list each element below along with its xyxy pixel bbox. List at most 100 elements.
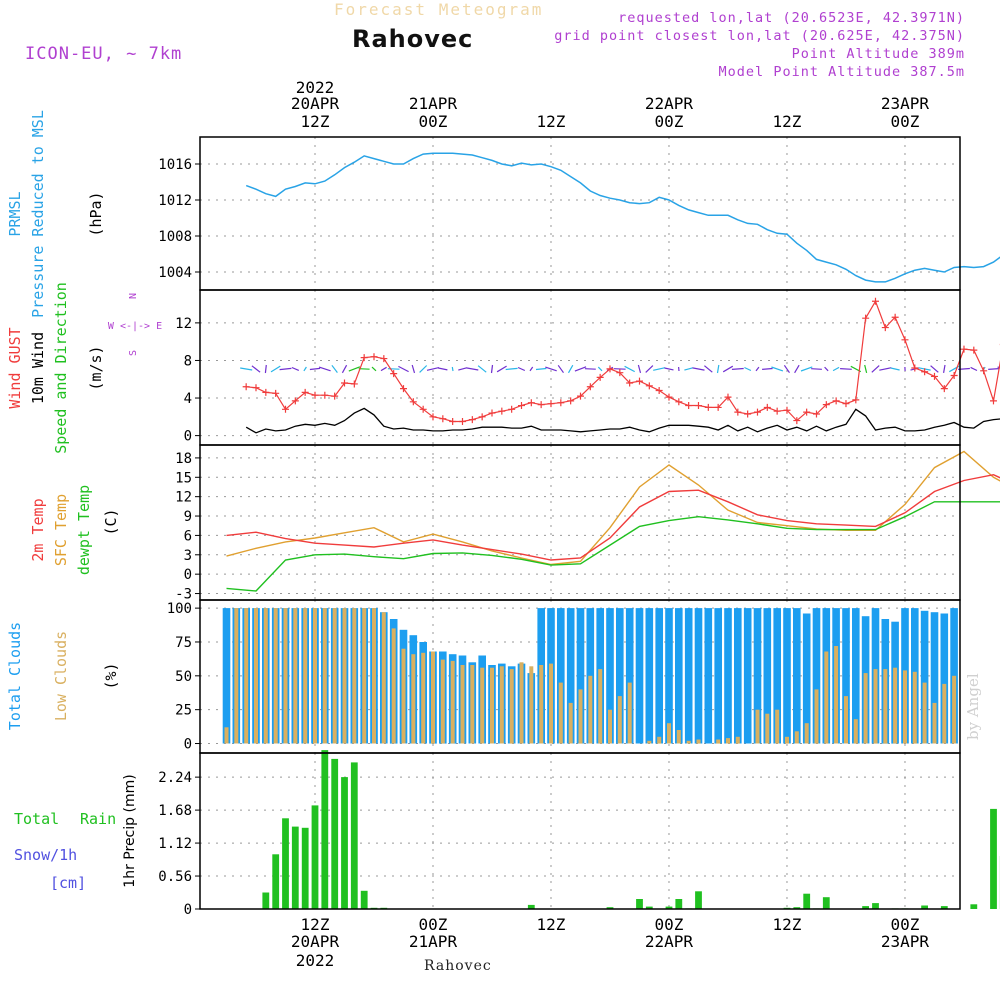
wind-gust-marker [419,405,427,413]
y-tick-label: 1.12 [158,836,192,852]
low-clouds-bar [804,723,809,744]
pressure-line [245,152,1000,283]
low-clouds-bar [844,696,848,744]
precip-total-label: Total [14,810,59,828]
clouds-unit: (%) [102,662,120,689]
rain-bar [331,758,339,909]
bottom-axis-date: 22APR [645,932,694,951]
temp-2m-label: 2m Temp [29,498,47,561]
wind-direction-arrow [584,368,596,370]
wind-gust-marker [458,418,466,426]
bottom-axis-date: 20APR [291,932,340,951]
wind-gust-marker [921,368,929,376]
total-clouds-bar [783,608,791,744]
wind-gust-marker [685,402,693,410]
wind-gust-marker [282,405,290,413]
wind-gust-marker [940,385,948,393]
low-clouds-bar [342,608,347,744]
wind-direction-arrow [879,367,892,371]
rain-bar [822,897,830,909]
low-clouds-bar [480,667,485,744]
sfc-temp-label: SFC Temp [52,494,70,566]
low-clouds-bar [244,608,249,744]
wind-direction-arrow [309,367,321,371]
wind-gust-marker [950,371,958,379]
total-clouds-bar [930,612,939,744]
low-clouds-bar [470,665,475,744]
wind-direction-arrow [624,365,635,373]
top-axis-date: 20APR [291,94,340,113]
low-clouds-bar [411,654,416,744]
wind-direction-arrow [704,365,713,373]
wind-gust-marker [871,297,879,305]
wind-gust-marker [970,346,978,354]
rain-bar [301,827,309,909]
wind-gust-marker [488,409,496,417]
chart-title: Forecast Meteogram [334,0,544,19]
top-axis-date: 22APR [645,94,694,113]
wind-direction-arrow [411,364,416,374]
low-clouds-bar [922,682,927,744]
wind-direction-arrow [653,367,666,371]
wind-gust-marker [262,388,270,396]
low-clouds-bar [578,689,583,744]
bottom-axis-year: 2022 [296,951,335,970]
low-clouds-bar [588,675,593,744]
wind-10m-label: 10m Wind [29,332,47,404]
low-clouds-bar [657,736,662,744]
total-clouds-bar [606,608,614,744]
low-clouds-bar [598,669,603,744]
wind-gust-marker [291,397,299,405]
panel-3-frame [199,444,961,601]
wind-gust-marker [891,313,899,321]
panel-1-grid: 1004 1008 1012 1016 [158,137,960,290]
rain-bar [282,818,289,909]
wind-gust-marker [665,393,673,401]
wind-direction-arrow [692,367,705,371]
total-clouds-bar [802,613,811,744]
wind-speed-line [245,407,1000,434]
wind-direction-arrow [251,365,261,373]
total-clouds-bar [694,608,703,744]
rain-bar [695,891,702,909]
wind-gust-marker [576,392,584,400]
low-clouds-bar [313,608,317,744]
y-tick-label: 0 [184,902,192,918]
top-axis-hour: 12Z [773,112,802,131]
wind-direction-arrow [380,366,387,372]
wind-direction-arrow [811,368,822,370]
wind-direction-arrow [597,366,603,372]
low-clouds-bar [932,702,937,744]
total-clouds-bar [714,608,722,744]
wind-gust-marker [724,393,732,401]
temp-2m-line [226,473,1000,561]
pressure-unit: (hPa) [87,191,105,236]
wind-gust-marker [773,407,781,415]
wind-direction-arrow [731,367,744,370]
wind-direction-label: Speed and Direction [52,282,70,454]
rain-bar [665,906,673,909]
top-axis-year: 2022 [296,78,335,97]
bottom-axis-hour: 00Z [419,915,448,934]
wind-gust-marker [527,399,535,407]
total-clouds-bar [576,608,585,744]
total-clouds-bar [557,608,565,744]
y-tick-label: 50 [175,669,192,685]
wind-gust-marker [812,410,820,418]
low-clouds-bar [775,709,780,744]
total-clouds-label: Total Clouds [6,622,24,730]
wind-gust-marker [793,417,801,425]
wind-gust-marker [596,373,604,381]
wind-gust-line [246,299,1000,423]
wind-gust-marker [744,410,752,418]
wind-gust-marker [272,389,280,397]
y-tick-label: 1004 [158,265,192,281]
low-clouds-bar [834,646,839,744]
low-clouds-bar [558,682,563,744]
wind-direction-arrow [645,365,654,373]
wind-gust-marker [390,370,398,378]
wind-direction-arrow [341,364,348,374]
wind-direction-arrow [264,364,267,374]
rain-bar [921,905,928,909]
compass-south: S [128,350,139,356]
